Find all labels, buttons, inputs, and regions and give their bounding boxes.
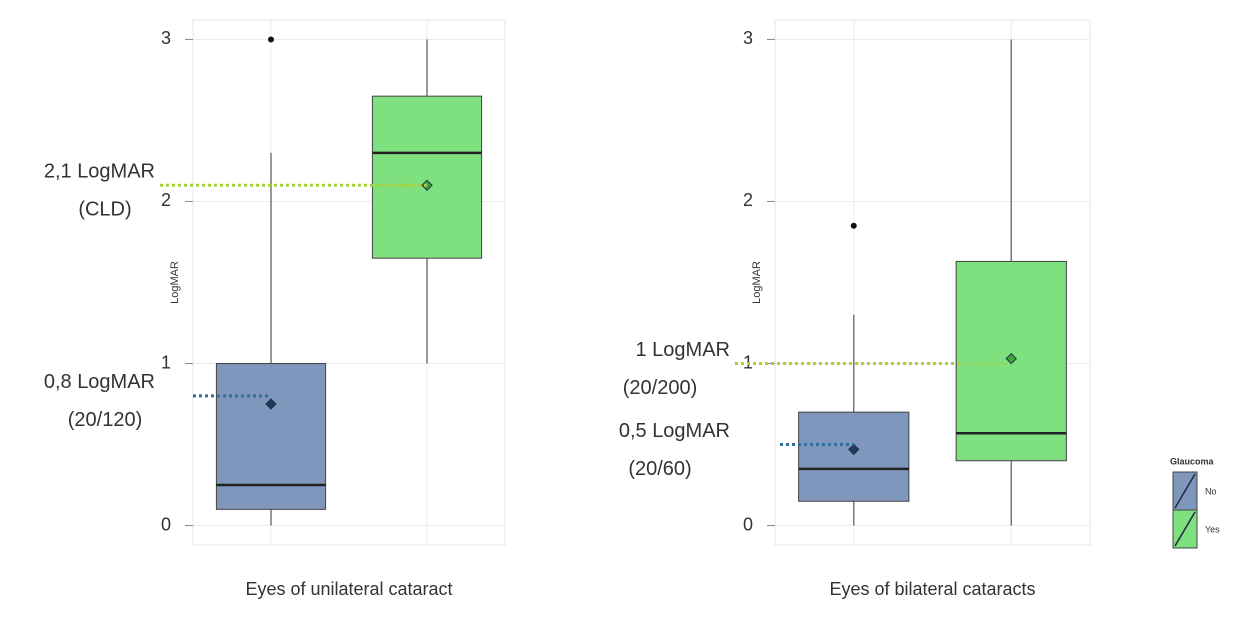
- y-axis-label: LogMAR: [169, 261, 181, 304]
- y-tick-label: 3: [743, 28, 753, 48]
- mean-marker: [265, 398, 277, 410]
- x-axis-label: Eyes of bilateral cataracts: [829, 579, 1035, 599]
- annotation-label: 2,1 LogMAR: [44, 161, 155, 183]
- annotation-sublabel: (20/120): [68, 409, 143, 431]
- annotation-label: 0,5 LogMAR: [619, 420, 730, 442]
- outlier: [850, 222, 857, 229]
- legend-swatch-line: [1174, 511, 1196, 547]
- box: [371, 95, 483, 259]
- y-tick-label: 0: [161, 514, 171, 534]
- legend-swatch-line: [1174, 473, 1196, 509]
- annotation-sublabel: (20/200): [623, 377, 698, 399]
- box: [215, 363, 327, 510]
- mean-marker: [848, 443, 860, 456]
- y-tick-label: 0: [743, 514, 753, 534]
- y-tick-label: 2: [743, 190, 753, 210]
- y-tick-label: 2: [161, 190, 171, 210]
- annotation-sublabel: (CLD): [78, 199, 131, 221]
- annotation-sublabel: (20/60): [628, 458, 691, 480]
- annotation-label: 0,8 LogMAR: [44, 371, 155, 393]
- x-axis-label: Eyes of unilateral cataract: [245, 579, 452, 599]
- y-tick-label: 1: [161, 352, 171, 372]
- legend-label: No: [1205, 486, 1217, 496]
- legend-title: Glaucoma: [1170, 456, 1215, 466]
- box: [798, 411, 910, 502]
- legend-label: Yes: [1205, 524, 1220, 534]
- y-axis-label: LogMAR: [751, 261, 763, 304]
- annotation-label: 1 LogMAR: [636, 339, 731, 361]
- outlier: [268, 36, 274, 43]
- y-tick-label: 3: [161, 28, 171, 48]
